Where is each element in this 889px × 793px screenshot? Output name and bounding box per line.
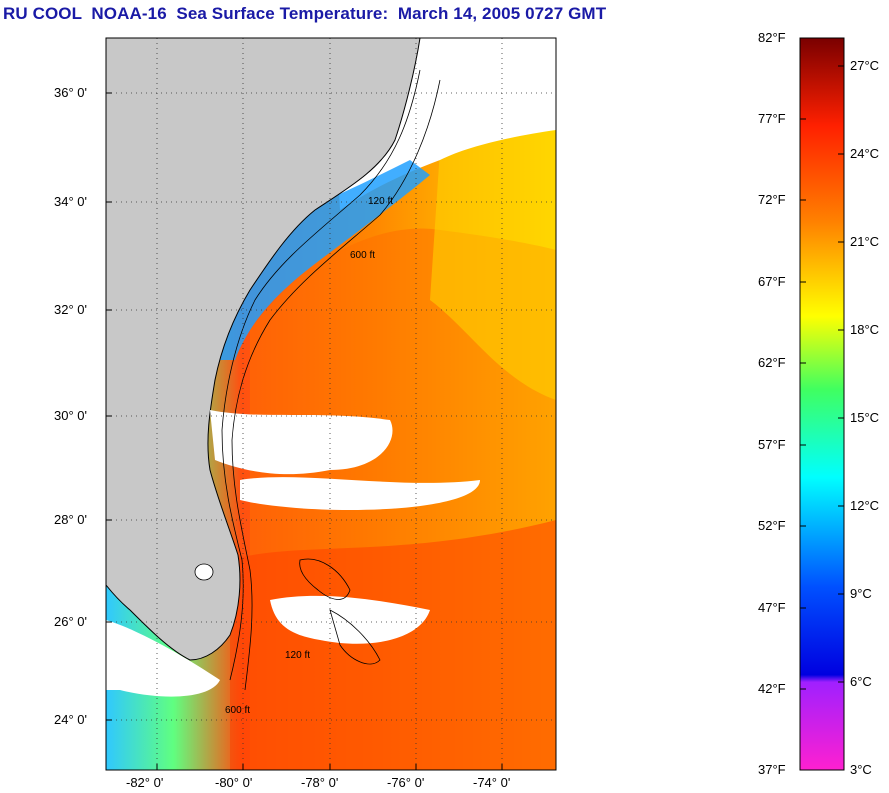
bahamas-bank xyxy=(329,609,381,665)
colorbar-c-label: 12°C xyxy=(850,498,880,513)
map-title: RU COOL NOAA-16 Sea Surface Temperature:… xyxy=(3,4,607,23)
map-grid xyxy=(106,38,556,770)
lon-tick-label: -80° 0' xyxy=(215,775,253,790)
colorbar-f-label: 72°F xyxy=(758,192,786,207)
colorbar-c-label: 27°C xyxy=(850,58,880,73)
colorbar-f-label: 82°F xyxy=(758,30,786,45)
lat-tick-label: 28° 0' xyxy=(54,512,87,527)
colorbar-f-label: 47°F xyxy=(758,600,786,615)
colorbar-f-label: 57°F xyxy=(758,437,786,452)
colorbar-c-label: 24°C xyxy=(850,146,880,161)
offshore-yellow xyxy=(430,130,556,400)
colorbar-f-label: 42°F xyxy=(758,681,786,696)
contour-label: 600 ft xyxy=(225,705,251,716)
lake-okeechobee xyxy=(194,563,214,581)
contour-label: 600 ft xyxy=(350,250,376,261)
lat-tick-label: 34° 0' xyxy=(54,194,87,209)
lon-tick-label: -76° 0' xyxy=(387,775,425,790)
lat-tick-label: 36° 0' xyxy=(54,85,87,100)
lat-tick-label: 30° 0' xyxy=(54,408,87,423)
contour-600ft xyxy=(231,79,441,691)
lon-tick-label: -78° 0' xyxy=(301,775,339,790)
axis-ticks xyxy=(106,92,503,770)
contour-label: 120 ft xyxy=(285,650,311,661)
lon-tick-label: -74° 0' xyxy=(473,775,511,790)
map-frame xyxy=(105,37,557,771)
cloud-patch xyxy=(106,620,220,697)
us-landmass xyxy=(106,38,421,661)
colorbar-f-label: 77°F xyxy=(758,111,786,126)
cloud-patch xyxy=(210,410,393,475)
cloud-patch xyxy=(240,477,480,510)
contour-120ft xyxy=(221,69,421,681)
cloud-patch xyxy=(270,595,430,644)
colorbar-f-label: 67°F xyxy=(758,274,786,289)
colorbar-f-label: 52°F xyxy=(758,518,786,533)
shelf-cool-water xyxy=(215,160,430,360)
lat-tick-label: 32° 0' xyxy=(54,302,87,317)
lon-tick-label: -82° 0' xyxy=(126,775,164,790)
colorbar-f-label: 62°F xyxy=(758,355,786,370)
colorbar-c-label: 18°C xyxy=(850,322,880,337)
colorbar xyxy=(799,37,845,771)
colorbar-c-label: 21°C xyxy=(850,234,880,249)
map-area xyxy=(106,38,556,770)
lat-tick-label: 24° 0' xyxy=(54,712,87,727)
colorbar-ticks xyxy=(800,37,844,690)
colorbar-c-label: 6°C xyxy=(850,674,872,689)
colorbar-c-label: 3°C xyxy=(850,762,872,777)
colorbar-f-label: 37°F xyxy=(758,762,786,777)
bahamas-bank xyxy=(299,558,351,600)
south-warm xyxy=(230,520,556,770)
lat-tick-label: 26° 0' xyxy=(54,614,87,629)
colorbar-c-label: 9°C xyxy=(850,586,872,601)
contour-label: 120 ft xyxy=(368,196,394,207)
colorbar-c-label: 15°C xyxy=(850,410,880,425)
